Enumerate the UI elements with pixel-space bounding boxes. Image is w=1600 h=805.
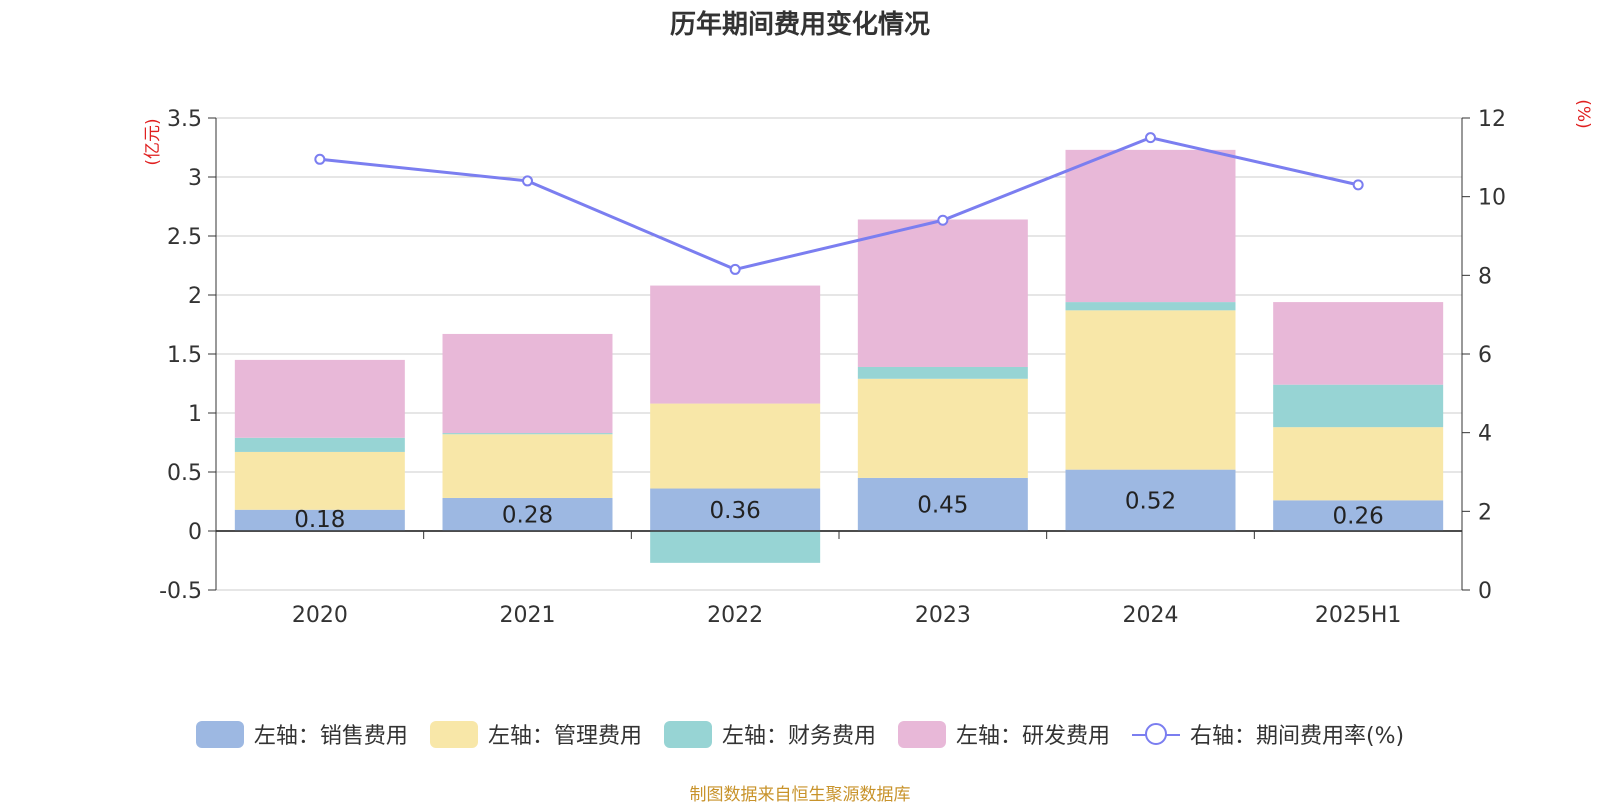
y-left-tick-label: -0.5 bbox=[159, 579, 202, 604]
expense-rate-point bbox=[1352, 179, 1364, 191]
bar-segment-admin bbox=[234, 451, 405, 510]
expense-rate-point bbox=[729, 263, 741, 275]
y-right-axis-unit: (%) bbox=[1573, 99, 1593, 128]
y-left-tick-label: 1 bbox=[188, 402, 202, 427]
bar-segment-admin bbox=[1065, 310, 1236, 470]
bar-segment-rnd bbox=[234, 359, 405, 438]
expense-rate-point bbox=[1145, 132, 1156, 144]
y-right-tick-label: 0 bbox=[1478, 579, 1492, 604]
bar-segment-finance bbox=[650, 531, 821, 563]
x-tick-label: 2023 bbox=[915, 603, 971, 628]
source-note: 制图数据来自恒生聚源数据库 bbox=[689, 785, 911, 805]
bar-segment-rnd bbox=[1065, 149, 1236, 303]
bar-segment-rnd bbox=[1273, 302, 1444, 385]
x-tick-label: 2022 bbox=[707, 603, 763, 628]
bar-segment-admin bbox=[442, 434, 613, 498]
bar-segment-finance bbox=[234, 437, 405, 452]
legend-label-rnd: 左轴：研发费用 bbox=[955, 724, 1110, 749]
bar-segment-rnd bbox=[650, 285, 821, 404]
data-label-sales: 0.18 bbox=[294, 507, 345, 533]
legend-swatch-expense-rate bbox=[1131, 721, 1180, 748]
legend-swatch-finance bbox=[663, 720, 712, 748]
data-label-sales: 0.28 bbox=[502, 502, 553, 528]
y-left-tick-label: 1.5 bbox=[167, 343, 202, 368]
y-right-tick-label: 4 bbox=[1478, 422, 1492, 447]
y-left-tick-label: 0.5 bbox=[167, 461, 202, 486]
bar-segment-sales bbox=[1065, 469, 1236, 531]
y-right-tick-label: 6 bbox=[1478, 343, 1492, 368]
expense-rate-line bbox=[319, 136, 1359, 272]
bar-segment-finance bbox=[1065, 302, 1236, 311]
y-right-tick-label: 2 bbox=[1478, 500, 1492, 525]
y-left-tick-label: 3.5 bbox=[167, 107, 202, 132]
chart-title: 历年期间费用变化情况 bbox=[669, 10, 930, 40]
bar-segment-sales bbox=[442, 497, 613, 531]
bar-segment-admin bbox=[857, 378, 1028, 478]
bar-segment-rnd bbox=[442, 333, 613, 434]
legend-label-finance: 左轴：财务费用 bbox=[721, 724, 876, 749]
expense-rate-point bbox=[314, 153, 326, 165]
y-right-tick-label: 8 bbox=[1478, 264, 1492, 289]
legend-item-sales[interactable]: 左轴：销售费用 bbox=[195, 718, 408, 750]
data-label-sales: 0.45 bbox=[917, 492, 968, 518]
legend: 左轴：销售费用 左轴：管理费用 左轴：财务费用 左轴：研发费用 右轴：期间费用率… bbox=[0, 718, 1600, 750]
expense-rate-point bbox=[522, 175, 533, 187]
legend-item-rnd[interactable]: 左轴：研发费用 bbox=[897, 718, 1110, 750]
data-label-sales: 0.36 bbox=[710, 498, 761, 524]
bar-segment-sales bbox=[650, 488, 821, 531]
bar-segment-finance bbox=[1273, 384, 1444, 428]
bar-segment-sales bbox=[1273, 500, 1444, 531]
bar-segment-admin bbox=[1273, 427, 1444, 501]
y-left-tick-label: 3 bbox=[188, 166, 202, 191]
legend-label-admin: 左轴：管理费用 bbox=[487, 724, 642, 749]
y-right-tick-label: 10 bbox=[1478, 186, 1506, 211]
bar-segment-finance bbox=[857, 366, 1028, 379]
bar-segment-finance bbox=[442, 433, 613, 435]
legend-swatch-sales bbox=[195, 720, 244, 748]
y-left-tick-label: 2 bbox=[188, 284, 202, 309]
legend-label-sales: 左轴：销售费用 bbox=[253, 724, 408, 749]
y-left-axis-unit: (亿元) bbox=[143, 118, 163, 165]
y-left-tick-label: 2.5 bbox=[167, 225, 202, 250]
legend-swatch-rnd bbox=[897, 720, 946, 748]
x-tick-label: 2020 bbox=[292, 603, 348, 628]
legend-item-finance[interactable]: 左轴：财务费用 bbox=[663, 718, 876, 750]
legend-label-expense-rate: 右轴：期间费用率(%) bbox=[1189, 724, 1405, 749]
legend-item-expense-rate[interactable]: 右轴：期间费用率(%) bbox=[1131, 718, 1405, 750]
y-right-tick-label: 12 bbox=[1478, 107, 1506, 132]
data-label-sales: 0.52 bbox=[1125, 488, 1176, 514]
legend-item-admin[interactable]: 左轴：管理费用 bbox=[429, 718, 642, 750]
x-tick-label: 2024 bbox=[1123, 603, 1179, 628]
data-label-sales: 0.26 bbox=[1333, 504, 1384, 530]
bar-segment-rnd bbox=[857, 219, 1028, 367]
bar-segment-sales bbox=[857, 477, 1028, 531]
y-left-tick-label: 0 bbox=[188, 520, 202, 545]
bar-segment-sales bbox=[234, 509, 405, 531]
x-tick-label: 2021 bbox=[500, 603, 556, 628]
expense-rate-point bbox=[937, 214, 949, 226]
legend-swatch-admin bbox=[429, 720, 478, 748]
bar-segment-admin bbox=[650, 403, 821, 489]
x-tick-label: 2025H1 bbox=[1315, 603, 1402, 628]
